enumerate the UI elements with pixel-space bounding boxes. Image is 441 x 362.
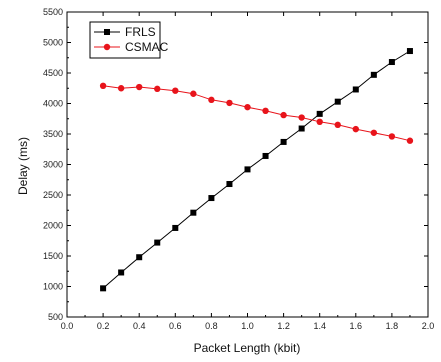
series-layer: [99, 48, 414, 292]
data-point-frls: [370, 71, 377, 78]
data-point-csmac: [99, 82, 107, 90]
y-tick-label: 500: [48, 312, 63, 322]
x-tick-label: 1.2: [277, 321, 290, 331]
legend-entry-csmac: CSMAC: [94, 40, 169, 54]
data-point-frls: [100, 285, 107, 292]
y-tick-label: 2000: [43, 221, 63, 231]
y-tick-label: 2500: [43, 190, 63, 200]
x-axis-label: Packet Length (kbit): [194, 341, 301, 355]
data-point-csmac: [334, 121, 341, 129]
data-point-csmac: [262, 107, 269, 115]
data-point-frls: [298, 125, 305, 132]
data-point-frls: [118, 269, 125, 276]
x-tick-label: 1.0: [241, 321, 254, 331]
data-point-frls: [226, 181, 233, 188]
data-point-csmac: [226, 99, 233, 107]
x-tick-label: 1.8: [386, 321, 399, 331]
data-point-csmac: [208, 96, 215, 104]
y-tick-label: 3500: [43, 129, 63, 139]
series-line-csmac: [103, 85, 411, 142]
data-point-frls: [352, 86, 359, 93]
data-point-frls: [280, 138, 287, 145]
y-tick-label: 4500: [43, 68, 63, 78]
x-tick-label: 0.4: [133, 321, 146, 331]
data-point-csmac: [136, 83, 143, 91]
data-point-frls: [262, 152, 269, 159]
legend-label: FRLS: [125, 25, 156, 39]
data-point-csmac: [154, 85, 161, 93]
data-point-csmac: [388, 133, 396, 140]
data-point-csmac: [280, 111, 287, 119]
y-tick-label: 5500: [43, 7, 63, 17]
data-point-frls: [190, 209, 197, 216]
series-csmac: [99, 82, 414, 144]
x-tick-label: 1.6: [350, 321, 363, 331]
legend-box: [89, 21, 161, 59]
data-point-csmac: [172, 87, 179, 94]
y-tick-label: 3000: [43, 160, 63, 170]
data-point-frls: [154, 239, 161, 246]
series-line-frls: [102, 50, 411, 289]
x-tick-label: 0.8: [205, 321, 218, 331]
y-tick-label: 1500: [43, 251, 63, 261]
data-point-csmac: [406, 137, 414, 144]
legend-label: CSMAC: [125, 40, 169, 54]
data-point-frls: [208, 195, 215, 202]
data-point-frls: [172, 224, 179, 231]
data-point-frls: [388, 59, 395, 66]
data-point-frls: [406, 48, 413, 55]
data-point-frls: [244, 166, 251, 173]
data-point-csmac: [190, 90, 197, 97]
x-tick-label: 0.0: [61, 321, 74, 331]
legend-marker: [104, 29, 110, 35]
x-tick-label: 2.0: [422, 321, 435, 331]
y-axis-ticks: 500 1000 1500 2000 2500 3000 3500 4000 4500 5000 5…: [43, 7, 428, 322]
data-point-csmac: [352, 125, 359, 133]
legend-entry-frls: FRLS: [94, 25, 156, 39]
y-tick-label: 4000: [43, 99, 63, 109]
x-tick-label: 0.6: [169, 321, 182, 331]
data-point-csmac: [298, 114, 305, 121]
y-axis-label: Delay (ms): [16, 137, 30, 195]
x-tick-label: 1.4: [313, 321, 326, 331]
data-point-frls: [136, 254, 143, 261]
data-point-csmac: [316, 118, 323, 126]
legend-marker: [103, 43, 111, 51]
x-axis-ticks: 0.0 0.2 0.4 0.6 0.8 1.0 1.2 1.4 1.6 1.8 2.0: [61, 12, 435, 331]
y-tick-label: 5000: [43, 38, 63, 48]
data-point-csmac: [370, 129, 378, 136]
x-tick-label: 0.2: [97, 321, 110, 331]
data-point-frls: [316, 110, 323, 117]
data-point-frls: [334, 98, 341, 105]
data-point-csmac: [117, 85, 125, 92]
series-frls: [100, 48, 413, 292]
y-tick-label: 1000: [43, 282, 63, 292]
data-point-csmac: [244, 103, 251, 111]
